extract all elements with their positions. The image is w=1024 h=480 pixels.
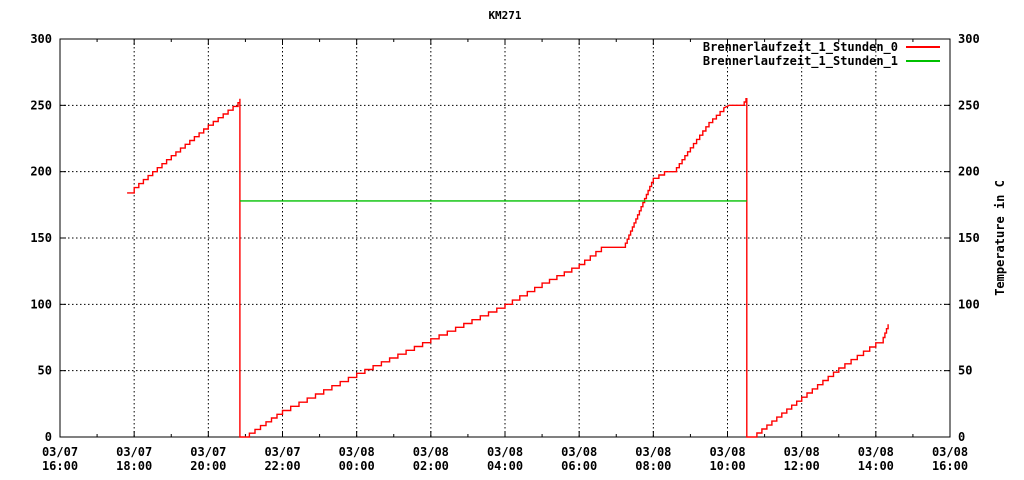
series-line-0 bbox=[127, 98, 889, 438]
legend: Brennerlaufzeit_1_Stunden_0 Brennerlaufz… bbox=[702, 39, 940, 68]
x-tick-label-time: 14:00 bbox=[858, 459, 894, 473]
x-tick-label-time: 04:00 bbox=[487, 459, 523, 473]
y-tick-label-right: 0 bbox=[958, 430, 965, 444]
legend-label-stunden-0: Brennerlaufzeit_1_Stunden_0 bbox=[702, 39, 898, 54]
y-tick-label-right: 200 bbox=[958, 165, 980, 179]
y-tick-label-left: 150 bbox=[30, 231, 52, 245]
x-tick-label-time: 18:00 bbox=[116, 459, 152, 473]
legend-item-stunden-0: Brennerlaufzeit_1_Stunden_0 bbox=[702, 39, 940, 54]
y-tick-label-right: 100 bbox=[958, 297, 980, 311]
chart-title: KM271 bbox=[488, 9, 522, 22]
x-tick-label-time: 10:00 bbox=[709, 459, 745, 473]
x-tick-label-date: 03/08 bbox=[635, 445, 671, 459]
y-tick-label-left: 200 bbox=[30, 165, 52, 179]
y-tick-label-left: 250 bbox=[30, 98, 52, 112]
x-tick-label-date: 03/08 bbox=[784, 445, 820, 459]
x-tick-label-time: 00:00 bbox=[339, 459, 375, 473]
x-tick-label-date: 03/08 bbox=[413, 445, 449, 459]
y-tick-label-left: 0 bbox=[45, 430, 52, 444]
legend-line-sample-red bbox=[906, 45, 940, 48]
x-tick-label-time: 06:00 bbox=[561, 459, 597, 473]
x-tick-label-time: 22:00 bbox=[264, 459, 300, 473]
x-tick-label-date: 03/07 bbox=[264, 445, 300, 459]
x-tick-label-time: 12:00 bbox=[784, 459, 820, 473]
x-tick-label-date: 03/07 bbox=[42, 445, 78, 459]
x-tick-label-date: 03/08 bbox=[858, 445, 894, 459]
y-tick-label-left: 100 bbox=[30, 297, 52, 311]
right-axis-label: Temperature in C bbox=[993, 180, 1007, 296]
x-tick-label-time: 20:00 bbox=[190, 459, 226, 473]
y-tick-label-left: 300 bbox=[30, 32, 52, 46]
x-tick-label-time: 02:00 bbox=[413, 459, 449, 473]
x-tick-label-date: 03/08 bbox=[339, 445, 375, 459]
legend-line-sample-green bbox=[906, 59, 940, 62]
x-tick-label-date: 03/08 bbox=[487, 445, 523, 459]
x-tick-label-date: 03/08 bbox=[709, 445, 745, 459]
x-tick-label-date: 03/07 bbox=[116, 445, 152, 459]
x-tick-label-time: 16:00 bbox=[42, 459, 78, 473]
y-tick-label-right: 50 bbox=[958, 364, 972, 378]
x-tick-label-date: 03/07 bbox=[190, 445, 226, 459]
y-tick-label-right: 250 bbox=[958, 98, 980, 112]
y-tick-label-right: 150 bbox=[958, 231, 980, 245]
x-tick-label-time: 16:00 bbox=[932, 459, 968, 473]
legend-label-stunden-1: Brennerlaufzeit_1_Stunden_1 bbox=[702, 53, 898, 68]
x-tick-label-date: 03/08 bbox=[932, 445, 968, 459]
x-tick-label-date: 03/08 bbox=[561, 445, 597, 459]
legend-item-stunden-1: Brennerlaufzeit_1_Stunden_1 bbox=[702, 53, 940, 68]
y-tick-label-right: 300 bbox=[958, 32, 980, 46]
y-tick-label-left: 50 bbox=[38, 364, 52, 378]
x-tick-label-time: 08:00 bbox=[635, 459, 671, 473]
